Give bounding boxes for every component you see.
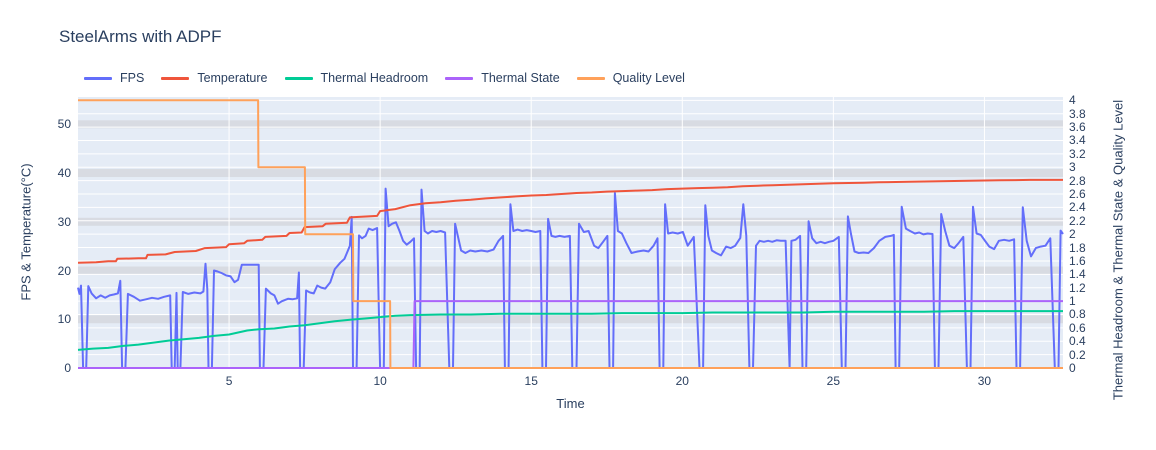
y-right-tick-label: 0.4 (1069, 334, 1086, 349)
y-right-tick-label: 0 (1069, 361, 1076, 375)
y-right-tick-label: 3.2 (1069, 146, 1086, 161)
series-line-quality-level (78, 99, 1063, 369)
y-right-tick-label: 3.6 (1069, 120, 1086, 135)
y-right-tick-label: 1.8 (1069, 240, 1086, 255)
y-right-tick-label: 2 (1069, 227, 1076, 242)
legend-item-label: Thermal Headroom (320, 71, 429, 85)
y-right-tick-label: 3.8 (1069, 106, 1086, 121)
legend-swatch-icon (445, 76, 474, 80)
x-tick-label: 15 (524, 374, 538, 388)
y-right-tick-label: 3.4 (1069, 133, 1086, 148)
x-tick-label: 20 (675, 374, 689, 388)
y-right-tick-label: 0.8 (1069, 307, 1086, 322)
y-right-tick-label: 0.2 (1069, 347, 1086, 362)
legend-item-label: FPS (120, 71, 145, 85)
x-axis-title: Time (556, 396, 585, 411)
plot-area[interactable] (77, 97, 1064, 369)
legend-item-quality-level[interactable]: Quality Level (576, 71, 685, 85)
chart-canvas[interactable] (77, 97, 1064, 369)
legend-swatch-icon (284, 76, 313, 80)
x-tick-label: 10 (373, 374, 387, 388)
y-left-tick-label: 30 (57, 214, 71, 229)
y-right-tick-label: 2.8 (1069, 173, 1086, 188)
series-line-fps (77, 187, 1064, 369)
grid-band (78, 217, 1063, 226)
y-right-tick-label: 3 (1069, 160, 1076, 175)
y-right-tick-label: 2.6 (1069, 187, 1086, 202)
legend-item-label: Temperature (197, 71, 268, 85)
y-right-axis-title: Thermal Headroom & Thermal State & Quali… (1110, 99, 1126, 401)
grid-band (78, 169, 1063, 178)
y-left-axis-title: FPS & Temperature(°C) (18, 163, 34, 301)
y-left-tick-label: 10 (57, 312, 71, 327)
y-right-tick-label: 1.4 (1069, 267, 1086, 282)
page-title: SteelArms with ADPF (59, 27, 222, 46)
y-right-tick-label: 4 (1069, 93, 1076, 108)
y-left-tick-label: 50 (57, 117, 71, 132)
y-right-tick-label: 1.6 (1069, 253, 1086, 268)
series-line-thermal-headroom (77, 310, 1063, 351)
legend-swatch-icon (576, 76, 605, 80)
legend-item-fps[interactable]: FPS (84, 71, 144, 85)
series-line-temperature (77, 178, 1063, 264)
legend-swatch-icon (84, 76, 112, 80)
y-left-tick-label: 20 (57, 263, 71, 278)
y-right-tick-label: 2.2 (1069, 213, 1086, 228)
x-tick-label: 30 (977, 374, 992, 388)
y-right-tick-label: 1 (1069, 294, 1076, 309)
grid-band (78, 120, 1063, 129)
series-line-thermal-state (78, 300, 1063, 369)
legend-item-temperature[interactable]: Temperature (161, 71, 268, 85)
y-right-tick-label: 1.2 (1069, 280, 1086, 295)
x-tick-label: 5 (225, 374, 233, 388)
legend-item-label: Quality Level (612, 71, 685, 85)
y-right-tick-label: 2.4 (1069, 200, 1086, 215)
y-left-tick-label: 0 (64, 361, 71, 375)
legend-item-label: Thermal State (481, 71, 560, 85)
x-tick-label: 25 (826, 374, 841, 388)
y-right-tick-label: 0.6 (1069, 320, 1086, 335)
y-left-tick-label: 40 (57, 166, 71, 181)
legend-swatch-icon (161, 76, 190, 80)
legend: FPS Temperature Thermal Headroom Thermal St… (84, 71, 685, 85)
legend-item-thermal-headroom[interactable]: Thermal Headroom (284, 71, 429, 85)
legend-item-thermal-state[interactable]: Thermal State (445, 71, 560, 85)
